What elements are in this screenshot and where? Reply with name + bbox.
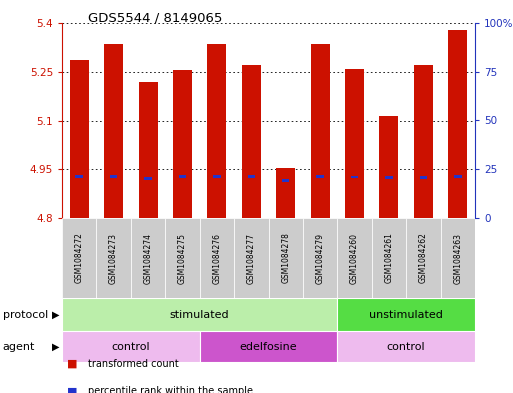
Bar <box>414 65 433 218</box>
Text: GSM1084276: GSM1084276 <box>212 233 222 283</box>
Bar <box>200 218 234 298</box>
Bar <box>385 176 393 179</box>
Text: GSM1084277: GSM1084277 <box>247 233 256 283</box>
Text: ■: ■ <box>67 386 77 393</box>
Text: percentile rank within the sample: percentile rank within the sample <box>88 386 252 393</box>
Bar <box>207 44 226 218</box>
Text: GSM1084273: GSM1084273 <box>109 233 118 283</box>
Text: transformed count: transformed count <box>88 359 179 369</box>
Text: ■: ■ <box>67 359 77 369</box>
Bar <box>144 177 152 180</box>
Text: edelfosine: edelfosine <box>240 342 298 351</box>
Text: GSM1084278: GSM1084278 <box>281 233 290 283</box>
Text: GSM1084279: GSM1084279 <box>315 233 325 283</box>
Bar <box>139 81 157 218</box>
Bar <box>303 218 338 298</box>
Bar <box>372 218 406 298</box>
Text: ▶: ▶ <box>52 310 59 320</box>
Bar <box>131 218 165 298</box>
Bar <box>338 331 475 362</box>
Text: agent: agent <box>3 342 35 351</box>
Text: GSM1084274: GSM1084274 <box>144 233 152 283</box>
Bar <box>104 44 123 218</box>
Text: GSM1084262: GSM1084262 <box>419 233 428 283</box>
Bar <box>179 175 186 178</box>
Bar <box>351 176 358 178</box>
Bar <box>338 298 475 331</box>
Bar <box>317 175 324 178</box>
Bar <box>345 69 364 218</box>
Bar <box>380 116 399 218</box>
Text: protocol: protocol <box>3 310 48 320</box>
Bar <box>173 70 192 218</box>
Text: GSM1084263: GSM1084263 <box>453 233 462 283</box>
Text: GDS5544 / 8149065: GDS5544 / 8149065 <box>88 12 222 25</box>
Bar <box>165 218 200 298</box>
Text: unstimulated: unstimulated <box>369 310 443 320</box>
Text: GSM1084272: GSM1084272 <box>75 233 84 283</box>
Bar <box>247 175 255 178</box>
Bar <box>441 218 475 298</box>
Bar <box>110 175 117 178</box>
Text: control: control <box>111 342 150 351</box>
Bar <box>282 179 289 182</box>
Bar <box>75 175 83 178</box>
Text: GSM1084275: GSM1084275 <box>178 233 187 283</box>
Bar <box>454 175 462 178</box>
Bar <box>96 218 131 298</box>
Bar <box>276 168 295 218</box>
Bar <box>200 331 338 362</box>
Bar <box>62 331 200 362</box>
Text: control: control <box>387 342 425 351</box>
Bar <box>420 176 427 179</box>
Bar <box>62 298 338 331</box>
Bar <box>70 61 89 218</box>
Text: stimulated: stimulated <box>170 310 229 320</box>
Bar <box>234 218 268 298</box>
Bar <box>338 218 372 298</box>
Text: GSM1084261: GSM1084261 <box>384 233 393 283</box>
Text: ▶: ▶ <box>52 342 59 351</box>
Bar <box>62 218 96 298</box>
Bar <box>268 218 303 298</box>
Bar <box>448 29 467 218</box>
Text: GSM1084260: GSM1084260 <box>350 233 359 283</box>
Bar <box>311 44 329 218</box>
Bar <box>213 175 221 178</box>
Bar <box>406 218 441 298</box>
Bar <box>242 65 261 218</box>
